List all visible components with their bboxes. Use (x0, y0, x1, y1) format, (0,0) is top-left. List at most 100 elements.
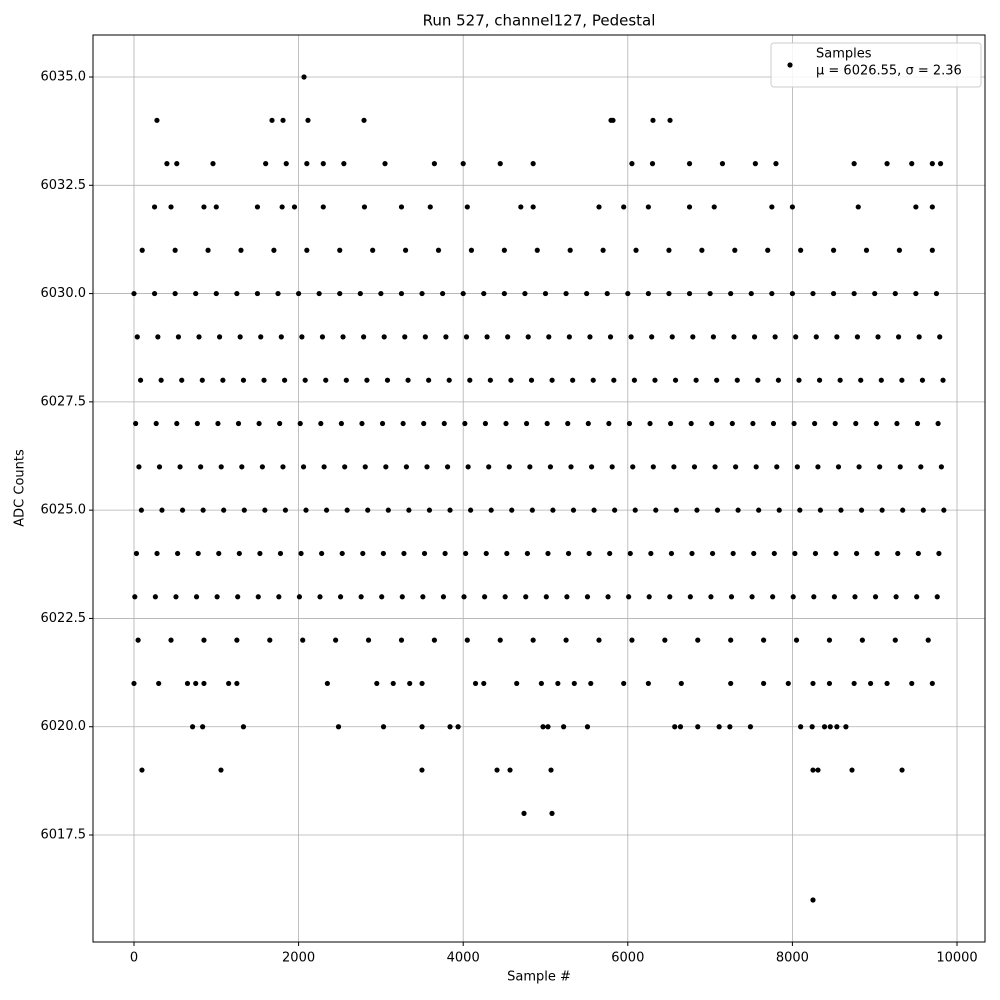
chart-title: Run 527, channel127, Pedestal (423, 12, 656, 30)
point (771, 550, 777, 557)
point (667, 117, 673, 123)
point (815, 767, 821, 773)
point (863, 247, 870, 253)
point (773, 161, 779, 167)
point (929, 204, 935, 210)
point (504, 550, 510, 557)
point (419, 680, 425, 687)
point (709, 420, 715, 427)
point (627, 550, 633, 557)
point (785, 680, 791, 687)
point (138, 507, 144, 513)
point (234, 637, 240, 643)
point (621, 204, 627, 210)
point (164, 161, 170, 167)
legend-marker (787, 62, 793, 68)
point (892, 290, 898, 297)
point (403, 464, 410, 470)
point (605, 594, 611, 600)
point (280, 117, 286, 123)
point (275, 290, 281, 297)
point (538, 680, 544, 687)
y-tick-label: 6017.5 (41, 828, 87, 843)
point (609, 464, 615, 470)
point (797, 507, 803, 513)
point (317, 594, 323, 600)
point (421, 550, 428, 557)
point (752, 161, 758, 167)
point (335, 724, 342, 730)
point (360, 550, 366, 557)
point (653, 507, 659, 513)
point (545, 724, 551, 730)
point (830, 247, 837, 253)
point (283, 161, 289, 167)
point (693, 377, 699, 383)
point (261, 377, 267, 383)
point (241, 507, 247, 513)
point (502, 594, 508, 600)
point (565, 420, 571, 427)
point (235, 594, 241, 600)
point (873, 420, 879, 427)
point (686, 204, 693, 210)
point (793, 334, 799, 340)
point (267, 637, 273, 643)
point (678, 680, 684, 687)
legend-note: μ = 6026.55, σ = 2.36 (816, 64, 962, 79)
point (585, 420, 591, 427)
point (370, 247, 376, 253)
point (300, 464, 307, 470)
point (234, 680, 240, 687)
point (216, 334, 223, 340)
point (323, 507, 330, 513)
point (934, 594, 940, 600)
point (299, 334, 305, 340)
point (687, 594, 693, 600)
point (379, 594, 385, 600)
point (590, 377, 596, 383)
point (753, 464, 759, 470)
point (646, 594, 652, 600)
point (443, 334, 449, 340)
point (497, 637, 503, 643)
point (555, 680, 561, 687)
point (380, 550, 386, 557)
point (812, 420, 818, 427)
point (374, 680, 380, 687)
point (772, 334, 778, 340)
point (792, 550, 798, 557)
point (817, 507, 823, 513)
point (769, 290, 775, 297)
point (689, 550, 695, 557)
point (172, 247, 178, 253)
point (854, 550, 860, 557)
point (584, 724, 591, 730)
point (645, 204, 651, 210)
point (405, 377, 411, 383)
x-tick-label: 6000 (611, 951, 644, 966)
point (175, 550, 181, 557)
point (210, 161, 216, 167)
point (770, 420, 777, 427)
point (523, 420, 530, 427)
point (226, 680, 232, 687)
point (385, 507, 391, 513)
point (304, 247, 310, 253)
point (686, 290, 693, 297)
point (271, 247, 277, 253)
point (563, 290, 569, 297)
point (854, 334, 861, 340)
point (810, 897, 816, 903)
point (398, 290, 405, 297)
point (406, 507, 412, 513)
point (486, 464, 492, 470)
point (884, 680, 890, 687)
point (358, 594, 364, 600)
point (300, 637, 306, 643)
point (431, 637, 437, 643)
point (811, 594, 817, 600)
point (587, 334, 593, 340)
point (483, 550, 489, 557)
